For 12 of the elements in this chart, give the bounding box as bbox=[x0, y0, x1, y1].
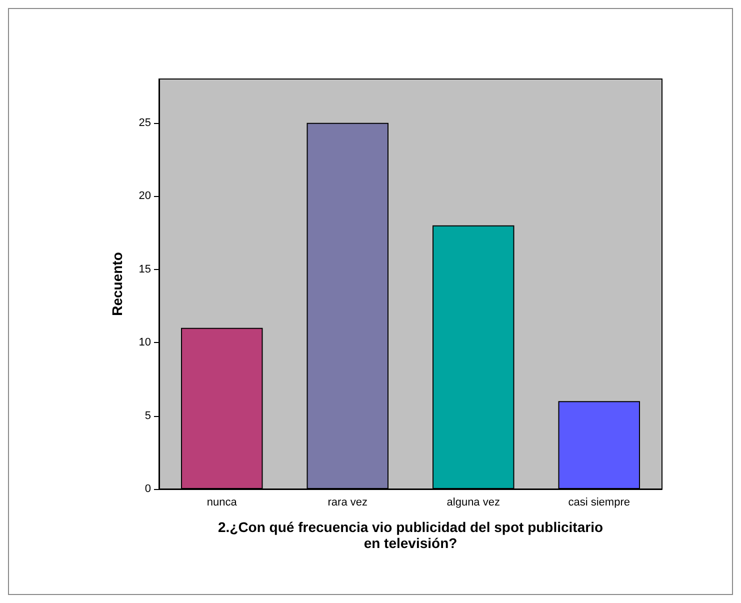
x-axis-title: 2.¿Con qué frecuencia vio publicidad del spot publicitario en televisión? bbox=[218, 519, 604, 551]
x-tick-label: casi siempre bbox=[568, 496, 630, 508]
y-axis-title: Recuento bbox=[109, 252, 125, 316]
y-tick-label: 0 bbox=[144, 483, 151, 495]
x-tick-label: alguna vez bbox=[446, 496, 500, 508]
y-tick-label: 25 bbox=[138, 116, 151, 129]
x-tick-label: rara vez bbox=[328, 496, 368, 508]
y-tick-label: 15 bbox=[138, 263, 151, 276]
y-tick-label: 5 bbox=[144, 410, 151, 422]
x-tick-label: nunca bbox=[206, 496, 238, 508]
y-tick-label: 10 bbox=[138, 336, 151, 349]
y-tick-label: 20 bbox=[138, 190, 151, 202]
